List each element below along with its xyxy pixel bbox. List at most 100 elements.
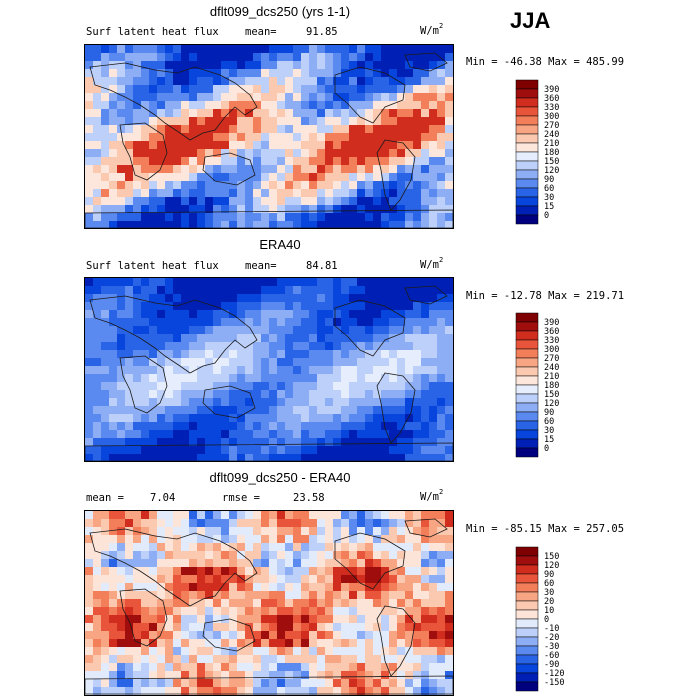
colorbar-tick-label: 10: [544, 606, 554, 616]
panel1-colorbar: 390 360 330 300 270 240 210 180 150 120 90 60 30 15 0: [515, 79, 576, 225]
colorbar-box: [515, 160, 539, 171]
panel1-units: W/m2: [420, 22, 444, 37]
coastline: [404, 518, 448, 538]
panel3-rmse-value: 23.58: [293, 492, 325, 504]
colorbar-tick-label: 0: [544, 444, 549, 454]
season-label: JJA: [510, 8, 551, 33]
colorbar-box: [515, 142, 539, 153]
panel2-units: W/m2: [420, 256, 444, 271]
panel3-minmax: Min = -85.15 Max = 257.05: [466, 523, 625, 535]
panel3-rmse-label: rmse =: [222, 492, 260, 504]
panel1-mean-label: mean=: [245, 26, 277, 38]
coastline: [404, 285, 448, 305]
colorbar-box: [515, 645, 539, 656]
colorbar-box: [515, 205, 539, 216]
colorbar-box: [515, 187, 539, 198]
colorbar-box: [515, 169, 539, 180]
colorbar-box: [515, 564, 539, 575]
coastline: [334, 66, 406, 124]
colorbar-tick-label: 240: [544, 130, 559, 140]
colorbar-tick-label: 210: [544, 372, 559, 382]
coastline: [89, 62, 258, 141]
panel2-variable-label: Surf latent heat flux: [86, 260, 219, 272]
coastline: [376, 139, 416, 211]
colorbar-box: [515, 330, 539, 341]
colorbar-tick-label: 330: [544, 103, 559, 113]
colorbar-box: [515, 609, 539, 620]
colorbar-tick-label: 90: [544, 175, 554, 185]
colorbar-box: [515, 402, 539, 413]
colorbar-box: [515, 438, 539, 449]
panel2-minmax: Min = -12.78 Max = 219.71: [466, 290, 625, 302]
panel3-mean-label: mean =: [86, 492, 124, 504]
panel3-title: dflt099_dcs250 - ERA40: [209, 470, 351, 485]
colorbar-box: [515, 214, 539, 225]
colorbar-tick-label: 0: [544, 615, 549, 625]
panel2-title: ERA40: [259, 237, 301, 252]
panel2-mean-label: mean=: [245, 260, 277, 272]
colorbar-box: [515, 681, 539, 692]
panel2-map-field: [85, 278, 453, 461]
colorbar-tick-label: 90: [544, 408, 554, 418]
colorbar-box: [515, 618, 539, 629]
colorbar-tick-label: 300: [544, 345, 559, 355]
colorbar-tick-label: 150: [544, 390, 559, 400]
coastline: [85, 209, 453, 228]
colorbar-box: [515, 393, 539, 404]
colorbar-box: [515, 88, 539, 99]
coastline: [119, 122, 168, 181]
colorbar-tick-label: 120: [544, 561, 559, 571]
colorbar-box: [515, 196, 539, 207]
colorbar-tick-label: -90: [544, 660, 559, 670]
panel3-colorbar: 150 120 90 60 30 20 10 0 -10 -20 -30 -60 -90 -120 -150: [515, 546, 576, 692]
colorbar-tick-label: 0: [544, 211, 549, 221]
colorbar-tick-label: 30: [544, 426, 554, 436]
coastline: [85, 675, 453, 695]
colorbar-box: [515, 133, 539, 144]
colorbar-tick-label: 60: [544, 579, 554, 589]
colorbar-tick-label: 360: [544, 327, 559, 337]
panel1-map-field: [85, 45, 453, 228]
colorbar-tick-label: 360: [544, 94, 559, 104]
panel1-variable-label: Surf latent heat flux: [86, 26, 219, 38]
colorbar-box: [515, 591, 539, 602]
colorbar-box: [515, 366, 539, 377]
colorbar-box: [515, 115, 539, 126]
colorbar-box: [515, 663, 539, 674]
colorbar-box: [515, 97, 539, 108]
colorbar-tick-label: 180: [544, 381, 559, 391]
colorbar-box: [515, 106, 539, 117]
colorbar-tick-label: -30: [544, 642, 559, 652]
colorbar-box: [515, 420, 539, 431]
coastline: [202, 152, 256, 186]
colorbar-box: [515, 600, 539, 611]
panel3-map: [84, 510, 454, 696]
colorbar-tick-label: 150: [544, 157, 559, 167]
colorbar-tick-label: -120: [544, 669, 564, 679]
coastline: [89, 295, 258, 374]
coastline: [404, 52, 448, 72]
colorbar-tick-label: 300: [544, 112, 559, 122]
coastline: [334, 532, 406, 590]
colorbar-tick-label: 270: [544, 121, 559, 131]
colorbar-box: [515, 357, 539, 368]
colorbar-tick-label: -150: [544, 678, 564, 688]
colorbar-tick-label: 30: [544, 193, 554, 203]
colorbar-box: [515, 312, 539, 323]
coastline: [89, 528, 258, 607]
colorbar-tick-label: 240: [544, 363, 559, 373]
colorbar-box: [515, 411, 539, 422]
colorbar-box: [515, 672, 539, 683]
colorbar-tick-label: -10: [544, 624, 559, 634]
colorbar-tick-label: 390: [544, 85, 559, 95]
panel2-map: [84, 277, 454, 462]
panel1-mean-value: 91.85: [306, 26, 338, 38]
colorbar-tick-label: 90: [544, 570, 554, 580]
colorbar-box: [515, 627, 539, 638]
colorbar-tick-label: 60: [544, 417, 554, 427]
coastline: [119, 355, 168, 414]
colorbar-tick-label: 15: [544, 202, 554, 212]
colorbar-tick-label: 30: [544, 588, 554, 598]
colorbar-box: [515, 151, 539, 162]
panel1-minmax: Min = -46.38 Max = 485.99: [466, 56, 625, 68]
